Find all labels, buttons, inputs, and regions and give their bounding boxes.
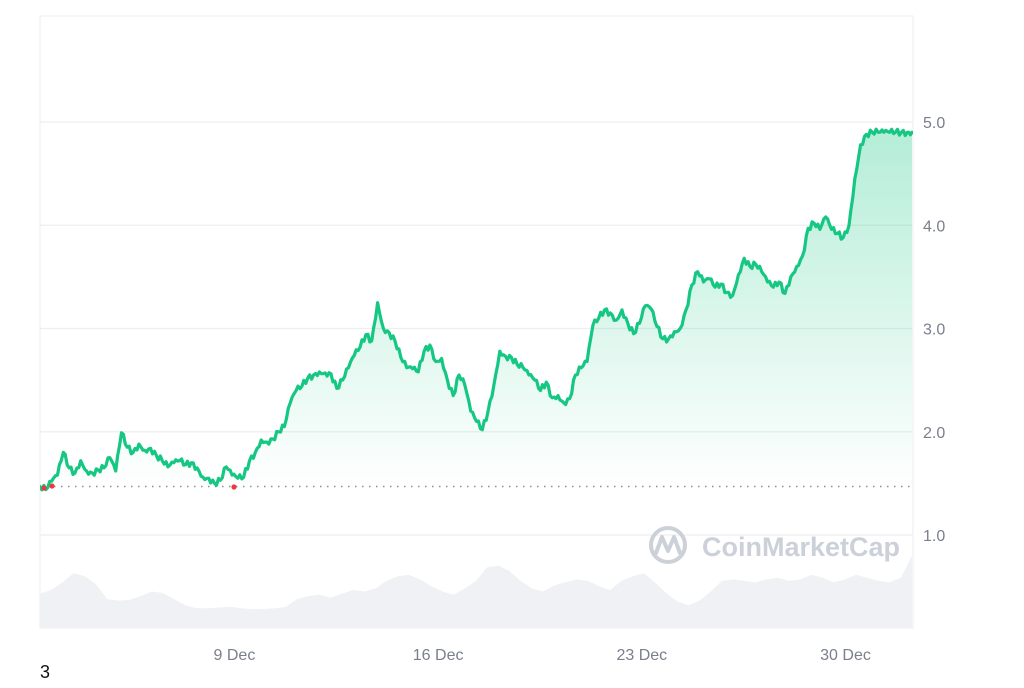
volume-area [40, 555, 912, 628]
below-baseline-marker [41, 485, 47, 491]
x-tick-label: 30 Dec [820, 647, 871, 664]
coinmarketcap-watermark: CoinMarketCap [649, 526, 900, 564]
x-tick-label: 23 Dec [616, 647, 667, 664]
y-tick-label: 1.0 [923, 528, 945, 545]
footnote-label: 3 [40, 662, 51, 682]
below-baseline-marker [231, 484, 237, 490]
x-tick-label: 16 Dec [413, 647, 464, 664]
x-axis: 9 Dec 16 Dec 23 Dec 30 Dec [214, 647, 871, 664]
coinmarketcap-logo-icon [649, 526, 687, 564]
y-tick-label: 2.0 [923, 425, 945, 442]
x-tick-label: 9 Dec [214, 647, 256, 664]
volume-path [40, 555, 912, 628]
grid-lines [40, 121, 913, 536]
price-area-fill [40, 129, 912, 490]
y-tick-label: 5.0 [923, 115, 945, 132]
y-axis: 5.0 4.0 3.0 2.0 1.0 [923, 115, 945, 545]
area-path [40, 129, 912, 490]
y-tick-label: 3.0 [923, 322, 945, 339]
y-tick-label: 4.0 [923, 218, 945, 235]
watermark-text: CoinMarketCap [702, 532, 900, 562]
price-line [40, 127, 913, 492]
below-baseline-marker [49, 483, 55, 489]
price-line-path [40, 127, 913, 492]
